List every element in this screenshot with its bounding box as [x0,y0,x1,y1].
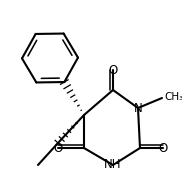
Text: NH: NH [104,159,122,171]
Text: CH₃: CH₃ [164,92,182,102]
Text: O: O [158,142,168,154]
Text: N: N [134,102,142,114]
Text: O: O [53,142,63,154]
Text: O: O [108,64,118,76]
